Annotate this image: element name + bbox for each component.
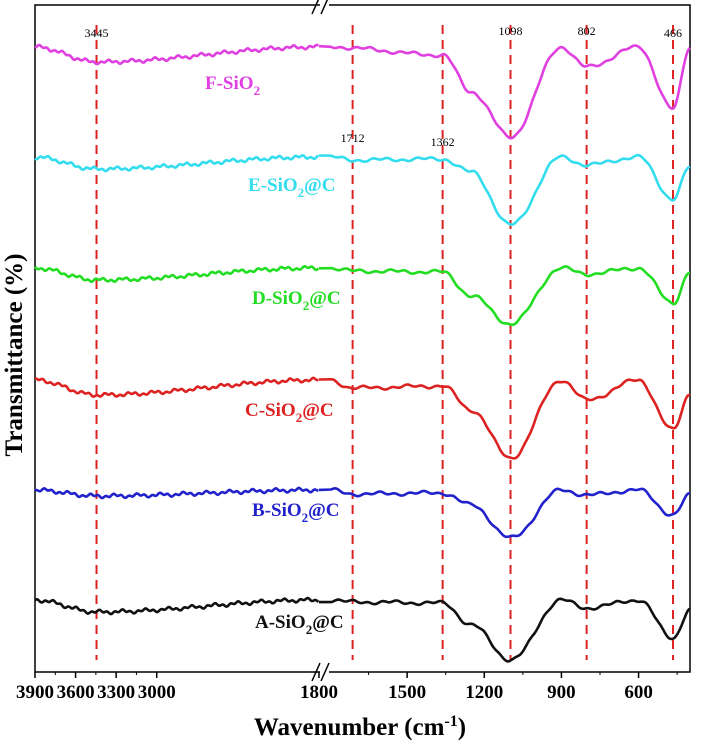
series-label-0: F-SiO2 (205, 73, 260, 98)
series-label-2: D-SiO2@C (252, 288, 341, 313)
series-label-suffix: @C (302, 400, 333, 421)
series-label-suffix: @C (304, 175, 335, 196)
x-tick-label-600: 600 (624, 682, 653, 703)
series-label-name: B-SiO (252, 500, 302, 521)
series-label-sub: 2 (303, 298, 310, 313)
series-label-name: E-SiO (248, 175, 298, 196)
series-line-right-1 (318, 153, 691, 226)
series-3: C-SiO2@C (34, 376, 691, 460)
peak-label-1712: 1712 (341, 131, 365, 145)
axis-break-marks (311, 0, 330, 682)
series-label-4: B-SiO2@C (252, 500, 340, 525)
plot-border (34, 4, 691, 673)
x-tick-label-1500: 1500 (388, 682, 426, 703)
x-tick-label-3600: 3600 (57, 682, 95, 703)
series-label-5: A-SiO2@C (255, 612, 344, 637)
peak-label-466: 466 (664, 26, 682, 40)
break-mark-0-0 (311, 0, 320, 15)
reference-lines: 3445 1712 1362 1098 802 466 (85, 24, 682, 660)
break-mark-1-0 (311, 662, 321, 682)
x-tick-label-1200: 1200 (465, 682, 503, 703)
series-line-left-5 (34, 596, 320, 616)
series-label-name: A-SiO (255, 612, 306, 633)
series-label-sub: 2 (254, 83, 261, 98)
series-label-3: C-SiO2@C (245, 400, 334, 425)
x-tick-label-3000: 3000 (138, 682, 176, 703)
series-label-suffix: @C (309, 288, 340, 309)
series-0: F-SiO2 (34, 43, 691, 140)
x-tick-label-3900: 3900 (16, 682, 54, 703)
series-label-sub: 2 (302, 510, 309, 525)
x-axis-title-main: Wavenumber (cm (254, 714, 445, 741)
series-line-right-5 (319, 597, 691, 663)
series-group: F-SiO2E-SiO2@CD-SiO2@CC-SiO2@CB-SiO2@CA-… (34, 43, 691, 663)
series-label-suffix: @C (308, 500, 339, 521)
x-tick-label-1800: 1800 (300, 682, 338, 703)
series-label-suffix: @C (312, 612, 343, 633)
peak-label-1362: 1362 (431, 135, 455, 149)
series-line-right-3 (318, 378, 691, 460)
series-line-left-0 (34, 43, 320, 66)
x-tick-label-900: 900 (547, 682, 576, 703)
plot-frame (34, 3, 691, 675)
series-line-right-0 (318, 44, 691, 140)
series-line-left-4 (34, 486, 319, 500)
break-mark-0-1 (320, 0, 329, 15)
series-line-right-2 (318, 265, 691, 327)
series-label-sub: 2 (298, 185, 305, 200)
series-label-name: C-SiO (245, 400, 296, 421)
x-axis-title: Wavenumber (cm-1) (254, 713, 466, 741)
series-line-left-3 (34, 376, 319, 399)
series-label-sub: 2 (296, 410, 303, 425)
break-mark-1-1 (320, 662, 330, 682)
series-label-1: E-SiO2@C (248, 175, 336, 200)
series-label-name: F-SiO (205, 73, 254, 94)
series-line-left-2 (34, 264, 320, 284)
series-line-right-4 (318, 486, 691, 539)
series-label-name: D-SiO (252, 288, 303, 309)
series-1: E-SiO2@C (34, 153, 691, 226)
peak-label-802: 802 (578, 24, 596, 38)
series-4: B-SiO2@C (34, 486, 691, 539)
peak-label-1098: 1098 (499, 24, 523, 38)
x-tick-label-3300: 3300 (97, 682, 135, 703)
x-axis-title-sup: -1 (444, 713, 457, 730)
series-5: A-SiO2@C (34, 596, 691, 663)
peak-label-3445: 3445 (85, 26, 109, 40)
x-ticks: 3900 3600 3300 3000 1800 1500 1200 900 600 (16, 672, 678, 703)
y-axis-title: Transmittance (%) (1, 254, 28, 457)
series-2: D-SiO2@C (34, 264, 691, 327)
series-line-left-1 (34, 154, 320, 173)
x-axis-title-close: ) (458, 714, 466, 741)
series-label-sub: 2 (306, 622, 313, 637)
